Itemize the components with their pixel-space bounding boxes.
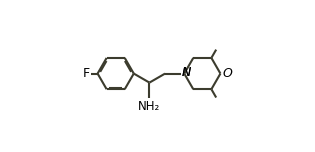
Text: NH₂: NH₂ xyxy=(138,100,161,113)
Text: N: N xyxy=(182,66,192,79)
Text: N: N xyxy=(182,66,192,79)
Text: O: O xyxy=(222,67,232,80)
Text: F: F xyxy=(83,67,90,80)
